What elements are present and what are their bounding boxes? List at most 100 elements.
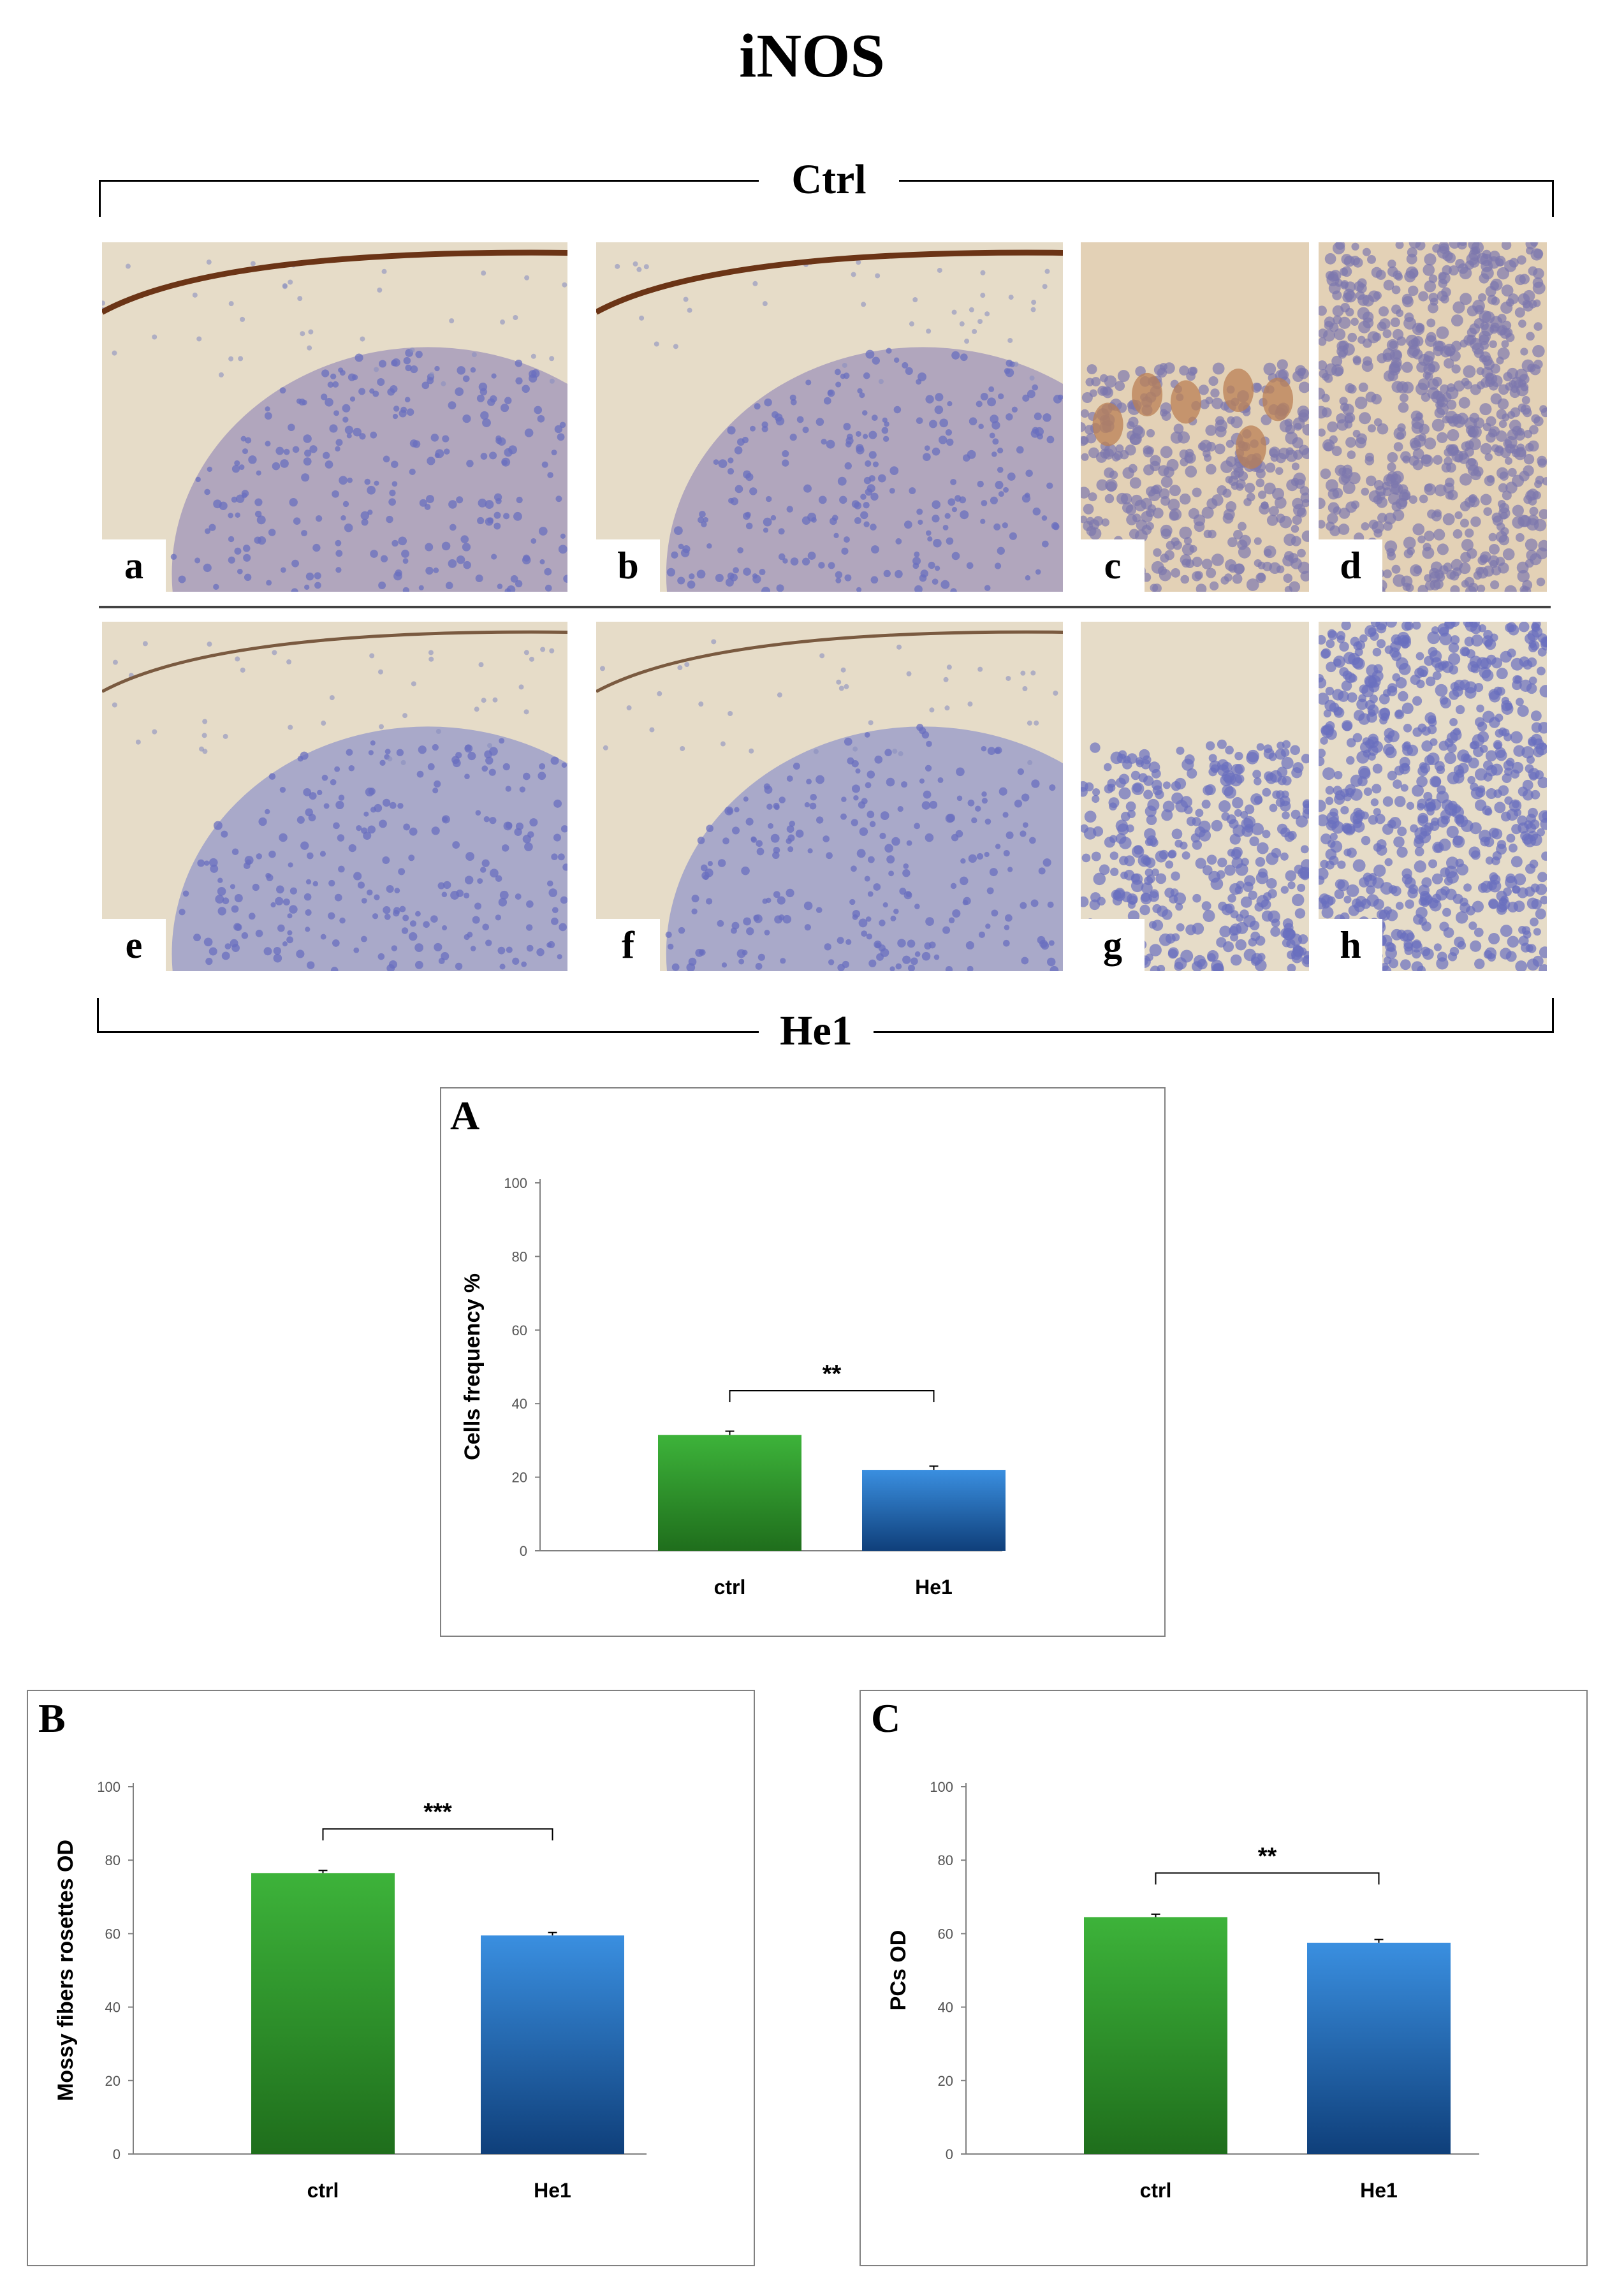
cell-nucleus xyxy=(782,558,788,564)
cell-nucleus xyxy=(1537,777,1547,789)
cell-nucleus xyxy=(1345,501,1357,513)
cell-nucleus xyxy=(472,916,480,924)
cell-nucleus xyxy=(1329,323,1339,332)
cell-nucleus xyxy=(969,307,974,312)
cell-nucleus xyxy=(683,297,689,302)
cell-nucleus xyxy=(1143,464,1155,476)
cell-nucleus xyxy=(990,496,998,504)
cell-nucleus xyxy=(193,934,201,942)
cell-nucleus xyxy=(361,518,369,526)
cell-nucleus xyxy=(391,539,399,547)
cell-nucleus xyxy=(1473,746,1484,758)
cell-nucleus xyxy=(1508,843,1518,853)
cell-nucleus xyxy=(282,898,290,906)
cell-nucleus xyxy=(402,587,410,592)
cell-nucleus xyxy=(1292,944,1301,953)
cell-nucleus xyxy=(1298,368,1309,379)
cell-nucleus xyxy=(370,550,378,558)
cell-nucleus xyxy=(1533,738,1544,750)
cell-nucleus xyxy=(1531,898,1542,910)
cell-nucleus xyxy=(743,568,751,576)
cell-nucleus xyxy=(717,859,726,867)
cell-nucleus xyxy=(1410,824,1419,833)
cell-nucleus xyxy=(1287,881,1296,890)
cell-nucleus xyxy=(441,891,448,898)
cell-nucleus xyxy=(1433,455,1443,465)
cell-nucleus xyxy=(1459,679,1470,691)
cell-nucleus xyxy=(335,800,344,810)
cell-nucleus xyxy=(448,401,457,410)
cell-nucleus xyxy=(1448,642,1459,653)
cell-nucleus xyxy=(1268,889,1277,898)
cell-nucleus xyxy=(1430,900,1442,912)
cell-nucleus xyxy=(855,768,861,774)
cell-nucleus xyxy=(1254,383,1262,392)
cell-nucleus xyxy=(548,888,557,897)
cell-nucleus xyxy=(419,499,427,507)
bar-ctrl xyxy=(1084,1917,1227,2154)
cell-nucleus xyxy=(1389,362,1400,374)
cell-nucleus xyxy=(882,902,888,908)
cell-nucleus xyxy=(1424,580,1435,591)
cell-nucleus xyxy=(1523,453,1535,465)
cell-nucleus xyxy=(1175,903,1183,911)
cell-nucleus xyxy=(951,351,960,360)
cell-nucleus xyxy=(275,897,284,905)
chart-panel-a: A 0 20 40 60 80 100 Cells frequency % ctrl He1 ** xyxy=(440,1087,1166,1637)
cell-nucleus xyxy=(1003,939,1010,947)
cell-nucleus xyxy=(1463,622,1474,627)
cell-nucleus xyxy=(393,909,400,917)
cell-nucleus xyxy=(1403,741,1411,749)
cell-nucleus xyxy=(1302,799,1309,809)
cell-nucleus xyxy=(323,803,330,809)
cell-nucleus xyxy=(826,852,833,860)
cell-nucleus xyxy=(1340,302,1350,312)
cell-nucleus xyxy=(465,852,475,861)
cell-nucleus xyxy=(1452,728,1461,736)
cell-nucleus xyxy=(932,500,941,509)
cell-nucleus xyxy=(410,365,418,374)
cell-nucleus xyxy=(560,825,567,833)
cell-nucleus xyxy=(217,907,226,916)
cell-nucleus xyxy=(643,264,649,270)
cell-nucleus xyxy=(499,890,509,900)
cell-nucleus xyxy=(1516,561,1529,574)
cell-nucleus xyxy=(221,830,228,838)
cell-nucleus xyxy=(881,427,889,434)
cell-nucleus xyxy=(560,896,567,904)
cell-nucleus xyxy=(1459,562,1471,575)
cell-nucleus xyxy=(1458,263,1468,274)
cell-nucleus xyxy=(1503,372,1513,381)
cell-nucleus xyxy=(636,267,642,272)
y-tick-label: 100 xyxy=(504,1175,527,1191)
cell-nucleus xyxy=(1483,507,1493,517)
cell-nucleus xyxy=(703,874,709,881)
cell-nucleus xyxy=(1194,571,1203,580)
cell-nucleus xyxy=(886,855,895,864)
cell-nucleus xyxy=(561,762,567,768)
cell-nucleus xyxy=(839,495,847,504)
cell-nucleus xyxy=(355,353,363,362)
cell-nucleus xyxy=(1496,409,1507,420)
cell-nucleus xyxy=(1382,796,1393,807)
cell-nucleus xyxy=(1470,850,1481,860)
cell-nucleus xyxy=(370,431,377,439)
cell-nucleus xyxy=(980,392,988,400)
cell-nucleus xyxy=(925,765,932,772)
cell-nucleus xyxy=(1003,487,1009,493)
cell-nucleus xyxy=(772,851,780,860)
cell-nucleus xyxy=(1211,397,1224,409)
cell-nucleus xyxy=(347,373,356,381)
cell-nucleus xyxy=(1519,656,1530,667)
micrograph-a: a xyxy=(102,242,567,592)
cell-nucleus xyxy=(438,958,445,964)
cell-nucleus xyxy=(1488,899,1498,909)
cell-nucleus xyxy=(1336,631,1346,641)
cell-nucleus xyxy=(699,949,705,955)
cell-nucleus xyxy=(1320,860,1329,868)
cell-nucleus xyxy=(1100,386,1109,395)
cell-nucleus xyxy=(1387,462,1396,472)
cell-nucleus xyxy=(711,639,717,645)
cell-nucleus xyxy=(1497,314,1507,323)
cell-nucleus xyxy=(1160,476,1173,488)
